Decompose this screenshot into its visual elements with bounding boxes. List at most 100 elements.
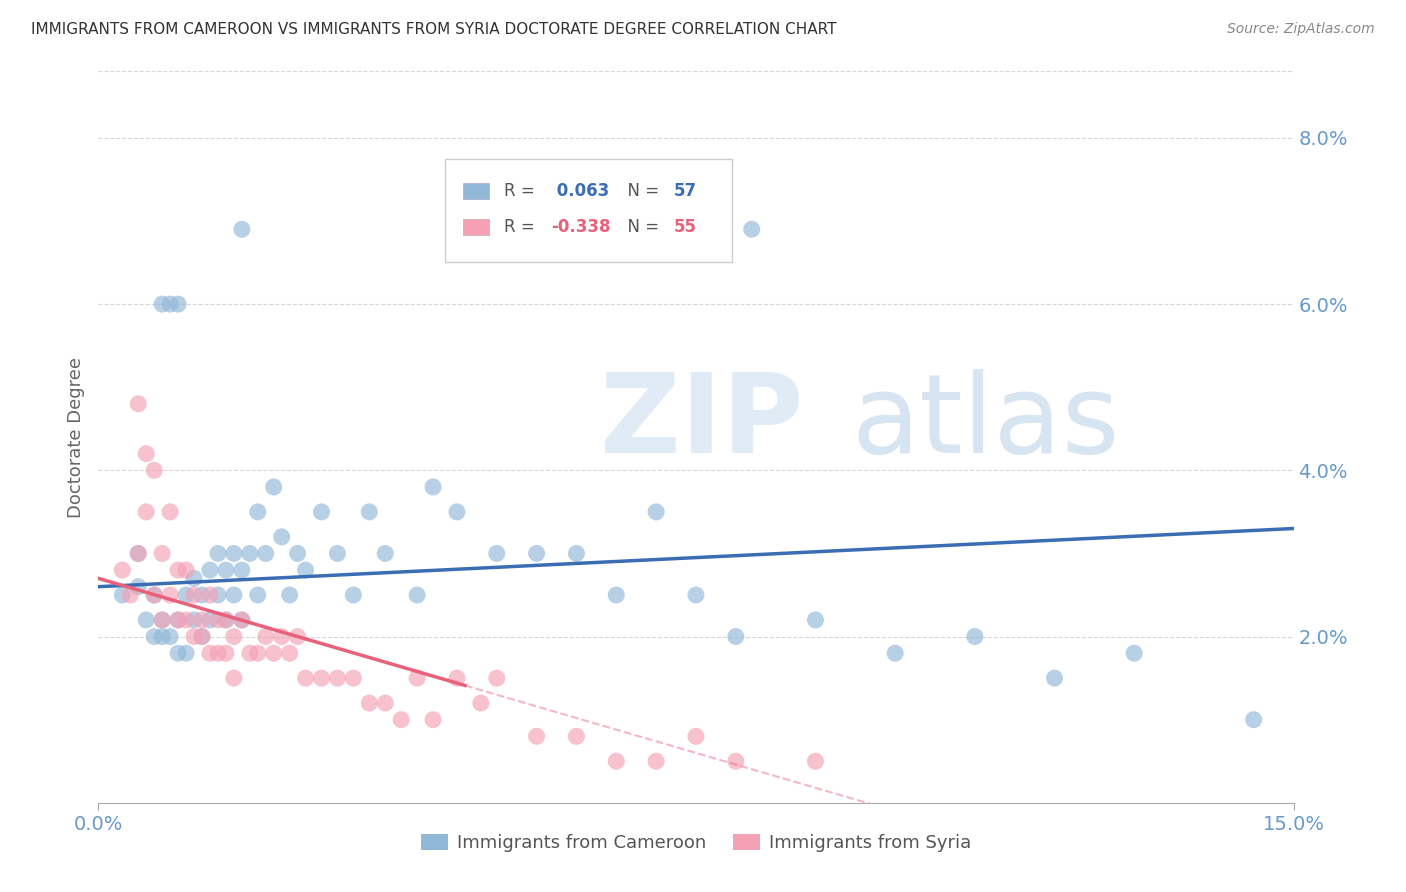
Point: [143, 588, 166, 602]
Text: 57: 57: [673, 182, 696, 200]
Point: [526, 729, 548, 743]
Point: [183, 571, 205, 585]
Point: [389, 713, 412, 727]
Point: [120, 588, 142, 602]
Point: [565, 729, 588, 743]
Point: [207, 646, 229, 660]
Point: [150, 613, 173, 627]
Point: [191, 630, 214, 644]
Point: [406, 671, 429, 685]
Point: [270, 630, 292, 644]
Point: [741, 222, 763, 236]
Point: [198, 588, 221, 602]
Point: [446, 671, 468, 685]
Point: [215, 613, 238, 627]
Point: [174, 588, 197, 602]
Point: [422, 480, 444, 494]
Point: [167, 613, 190, 627]
Point: [215, 646, 238, 660]
Point: [605, 754, 627, 768]
Point: [605, 588, 627, 602]
Point: [239, 546, 262, 560]
Text: N =: N =: [617, 182, 665, 200]
Point: [183, 613, 205, 627]
Point: [127, 546, 149, 560]
Text: ZIP: ZIP: [600, 369, 804, 476]
FancyBboxPatch shape: [463, 219, 489, 235]
Point: [167, 563, 190, 577]
Point: [191, 588, 214, 602]
FancyBboxPatch shape: [463, 183, 489, 199]
Point: [724, 754, 747, 768]
Text: R =: R =: [503, 219, 540, 236]
Point: [374, 696, 396, 710]
Point: [326, 671, 349, 685]
Point: [159, 505, 181, 519]
Text: 0.063: 0.063: [551, 182, 610, 200]
Point: [724, 630, 747, 644]
Point: [150, 613, 173, 627]
Point: [342, 671, 364, 685]
Text: -0.338: -0.338: [551, 219, 610, 236]
Text: N =: N =: [617, 219, 665, 236]
Point: [150, 630, 173, 644]
Point: [143, 630, 166, 644]
Text: atlas: atlas: [852, 369, 1119, 476]
Point: [685, 588, 707, 602]
Point: [311, 671, 333, 685]
Point: [111, 588, 134, 602]
Point: [222, 671, 245, 685]
Point: [526, 546, 548, 560]
Point: [207, 546, 229, 560]
Point: [645, 505, 668, 519]
Point: [342, 588, 364, 602]
Point: [446, 505, 468, 519]
Point: [231, 222, 253, 236]
Point: [198, 646, 221, 660]
Point: [804, 754, 827, 768]
Point: [231, 613, 253, 627]
Point: [359, 696, 381, 710]
Point: [207, 588, 229, 602]
Point: [254, 546, 277, 560]
Point: [406, 588, 429, 602]
Point: [287, 546, 309, 560]
Point: [246, 646, 269, 660]
Point: [231, 613, 253, 627]
Point: [150, 546, 173, 560]
Point: [294, 671, 316, 685]
Point: [174, 563, 197, 577]
Point: [159, 630, 181, 644]
Point: [263, 480, 285, 494]
Point: [485, 546, 508, 560]
Point: [239, 646, 262, 660]
Point: [111, 563, 134, 577]
Point: [183, 630, 205, 644]
Text: Source: ZipAtlas.com: Source: ZipAtlas.com: [1227, 22, 1375, 37]
Point: [159, 297, 181, 311]
Text: 55: 55: [673, 219, 696, 236]
Point: [167, 646, 190, 660]
Point: [159, 588, 181, 602]
Point: [231, 563, 253, 577]
Point: [294, 563, 316, 577]
Point: [127, 580, 149, 594]
Point: [127, 546, 149, 560]
Y-axis label: Doctorate Degree: Doctorate Degree: [66, 357, 84, 517]
Point: [222, 546, 245, 560]
Point: [804, 613, 827, 627]
Point: [150, 297, 173, 311]
Point: [565, 546, 588, 560]
Point: [645, 754, 668, 768]
Point: [246, 588, 269, 602]
Point: [1043, 671, 1066, 685]
Point: [359, 505, 381, 519]
Point: [135, 505, 157, 519]
Point: [287, 630, 309, 644]
Point: [685, 729, 707, 743]
Point: [422, 713, 444, 727]
Point: [963, 630, 986, 644]
Point: [143, 588, 166, 602]
Point: [270, 530, 292, 544]
Point: [263, 646, 285, 660]
